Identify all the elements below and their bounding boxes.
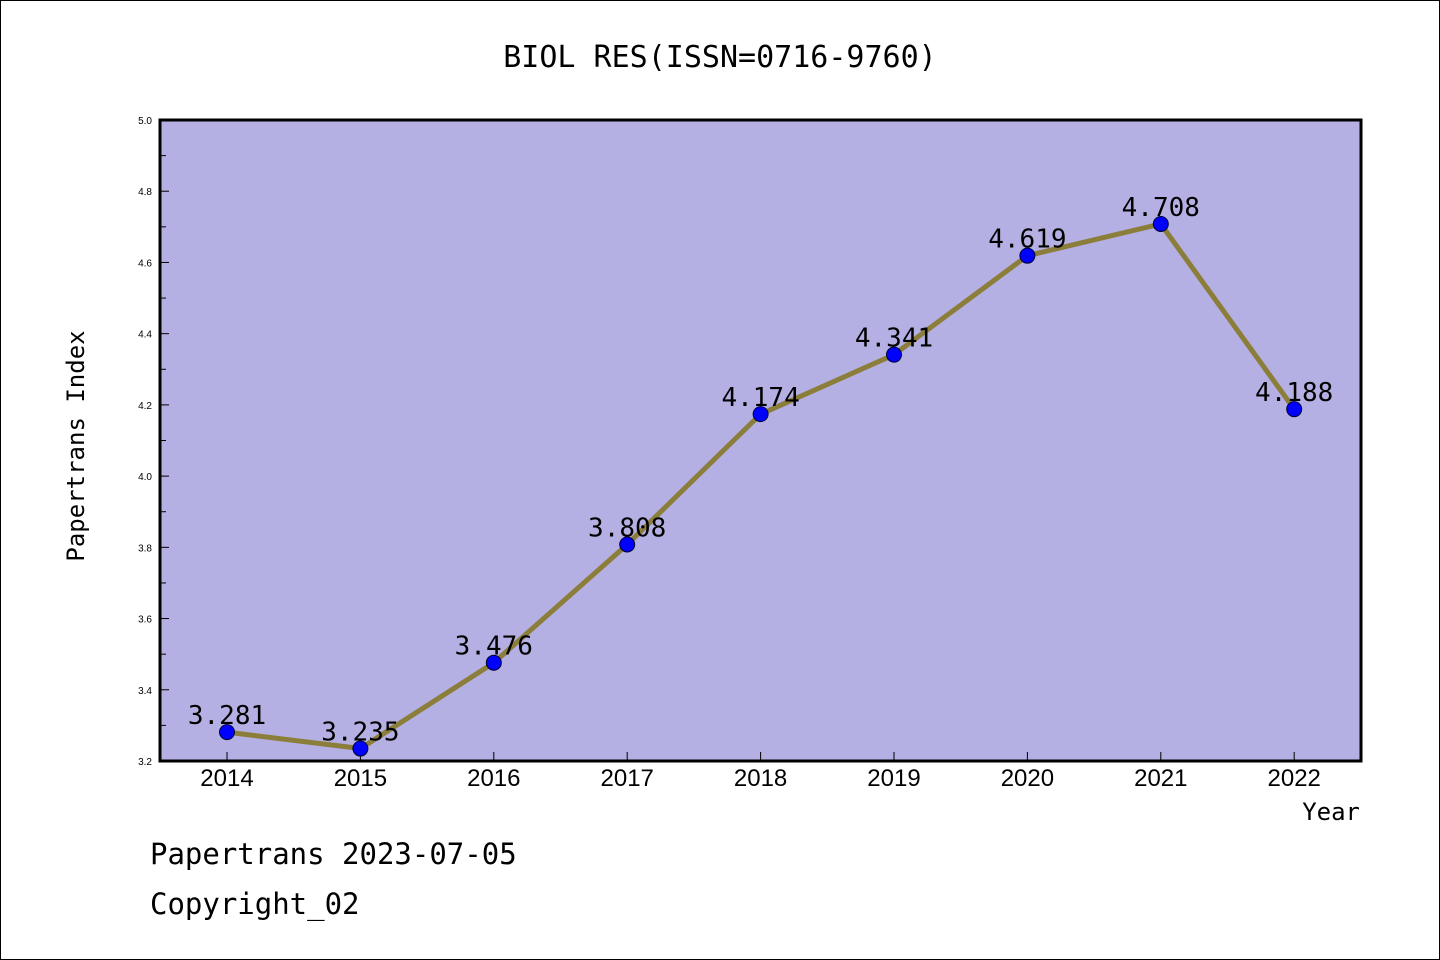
y-axis: 3.2 3.4 3.6 3.8 4.0 4.2 4.4 4.6 4.8 5.0 (138, 116, 169, 768)
chart-title: BIOL RES(ISSN=0716-9760) (503, 40, 936, 75)
y-tick-label: 3.4 (138, 686, 152, 697)
y-tick-label: 3.8 (138, 543, 152, 554)
y-tick-label: 4.4 (138, 330, 152, 341)
y-tick-label: 3.2 (138, 757, 152, 768)
y-tick-label: 5.0 (138, 116, 152, 127)
x-tick-label: 2017 (601, 765, 654, 792)
data-point (1152, 215, 1169, 232)
x-tick-label: 2021 (1134, 765, 1187, 792)
data-label: 4.619 (988, 225, 1066, 255)
data-point (1019, 247, 1036, 264)
data-label: 3.235 (321, 718, 399, 748)
y-tick-label: 3.6 (138, 615, 152, 626)
data-label: 3.281 (188, 701, 266, 731)
series-markers (219, 215, 1303, 757)
data-label: 4.174 (721, 383, 799, 413)
x-tick-label: 2018 (734, 765, 787, 792)
data-point (1286, 401, 1303, 418)
x-tick-label: 2016 (467, 765, 520, 792)
x-tick-label: 2022 (1268, 765, 1321, 792)
y-tick-label: 4.8 (138, 187, 152, 198)
data-label: 3.476 (455, 632, 533, 662)
data-label: 4.341 (855, 324, 933, 354)
x-tick-label: 2020 (1001, 765, 1054, 792)
x-axis: 2014 2015 2016 2017 2018 2019 2020 2021 2022 (200, 752, 1321, 792)
data-point (619, 536, 636, 553)
data-point (886, 346, 902, 363)
data-point (485, 654, 502, 671)
footer-copyright: Copyright_02 (150, 887, 360, 922)
footer-date: Papertrans 2023-07-05 (150, 837, 517, 871)
y-tick-label: 4.2 (138, 401, 152, 412)
x-tick-label: 2015 (334, 765, 387, 792)
data-label: 4.188 (1255, 378, 1333, 408)
x-axis-label: Year (1302, 798, 1360, 826)
y-axis-label: Papertrans Index (62, 330, 90, 561)
y-tick-label: 4.0 (138, 472, 152, 483)
data-point (752, 406, 769, 423)
data-label: 3.808 (588, 513, 666, 543)
data-labels: 3.281 3.235 3.476 3.808 4.174 4.341 4.619 4.708… (188, 193, 1333, 748)
x-tick-label: 2014 (200, 765, 253, 792)
data-point (352, 740, 369, 757)
x-tick-label: 2019 (867, 765, 920, 792)
data-point (219, 724, 235, 741)
data-label: 4.708 (1122, 193, 1200, 223)
y-tick-label: 4.6 (138, 258, 152, 269)
